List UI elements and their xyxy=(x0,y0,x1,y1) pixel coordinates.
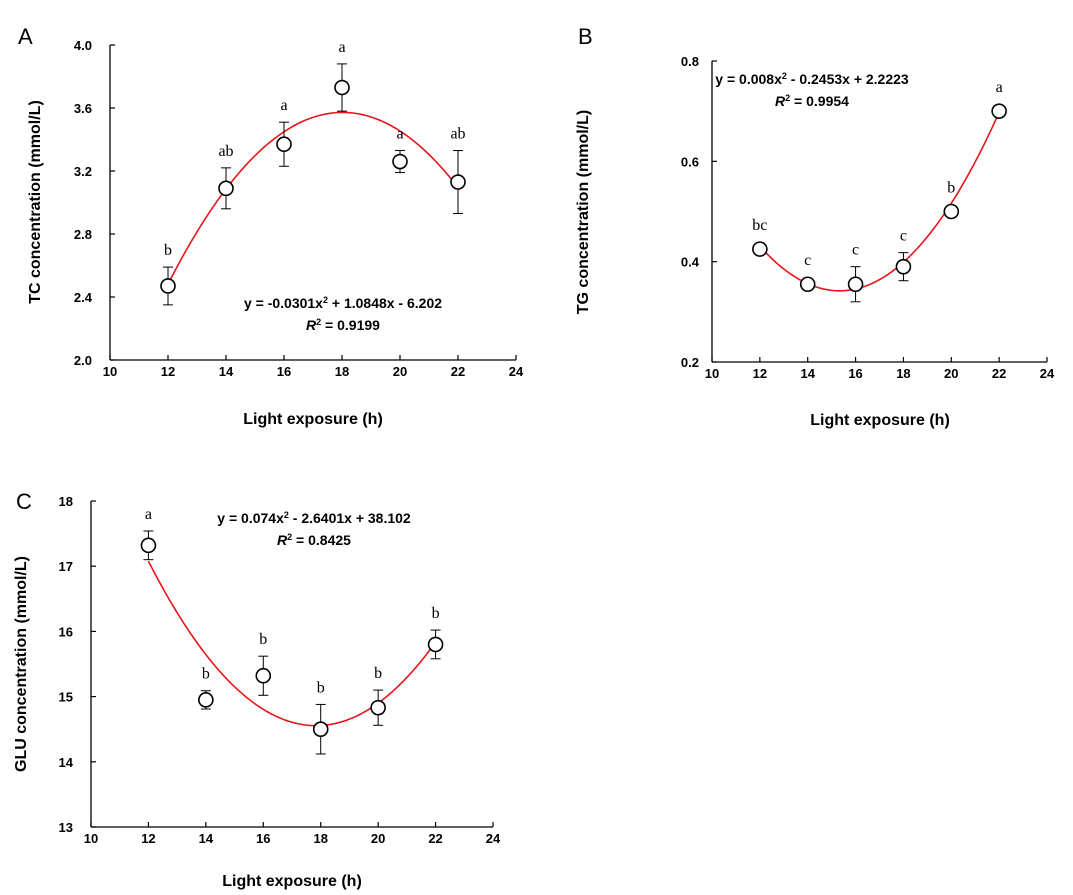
significance-letter: a xyxy=(145,506,152,523)
y-tick-label: 3.6 xyxy=(74,101,92,116)
significance-letter: a xyxy=(280,97,287,114)
significance-letter: b xyxy=(164,242,172,259)
data-point xyxy=(392,153,408,170)
panel-letter: A xyxy=(18,24,33,49)
significance-letter: c xyxy=(900,228,907,245)
significance-letter: b xyxy=(432,605,440,622)
x-tick-label: 16 xyxy=(848,366,862,381)
y-tick-label: 4.0 xyxy=(74,38,92,53)
y-tick-label: 18 xyxy=(59,494,73,509)
x-tick-label: 16 xyxy=(277,364,291,379)
significance-letter: b xyxy=(317,679,325,696)
panel-letter: B xyxy=(578,24,593,49)
data-point xyxy=(218,180,234,197)
x-tick-label: 24 xyxy=(1040,366,1055,381)
r-squared-label: R2 = 0.8425 xyxy=(277,532,351,548)
y-tick-label: 2.8 xyxy=(74,227,92,242)
data-point xyxy=(991,103,1007,119)
chart-panel-c: C 10 12 14 16 18 20 22 24 13 14 15 16 17 18 Light expos… xyxy=(13,489,501,890)
x-tick-label: 12 xyxy=(161,364,175,379)
fit-curve xyxy=(759,111,1000,292)
y-axis-title: GLU concentration (mmol/L) xyxy=(13,556,30,772)
data-point xyxy=(312,721,329,738)
data-point xyxy=(255,667,272,684)
y-tick-label: 2.0 xyxy=(74,353,92,368)
x-tick-label: 14 xyxy=(199,831,214,846)
data-point xyxy=(276,136,292,153)
data-point xyxy=(160,278,176,294)
x-tick-label: 10 xyxy=(84,831,98,846)
x-tick-label: 22 xyxy=(992,366,1006,381)
panel-letter: C xyxy=(16,489,32,514)
y-tick-label: 0.2 xyxy=(681,355,699,370)
x-tick-label: 24 xyxy=(486,831,501,846)
data-point xyxy=(427,636,444,653)
y-tick-label: 0.8 xyxy=(681,54,699,69)
significance-letter: c xyxy=(804,252,811,269)
x-tick-label: 14 xyxy=(800,366,815,381)
y-tick-label: 13 xyxy=(59,820,73,835)
significance-letter: ab xyxy=(218,143,233,160)
r-squared-label: R2 = 0.9954 xyxy=(775,93,849,109)
significance-letter: b xyxy=(374,665,382,682)
x-tick-label: 10 xyxy=(103,364,117,379)
y-axis-title: TG concentration (mmol/L) xyxy=(575,110,592,314)
data-point xyxy=(140,537,157,554)
significance-letter: b xyxy=(947,180,955,197)
data-point xyxy=(370,699,386,716)
x-tick-label: 18 xyxy=(896,366,910,381)
y-tick-label: 17 xyxy=(59,559,73,574)
data-point xyxy=(198,692,214,708)
regression-equation: y = 0.074x2 - 2.6401x + 38.102 xyxy=(217,510,411,526)
data-point xyxy=(752,241,768,257)
x-tick-label: 14 xyxy=(219,364,234,379)
x-tick-label: 22 xyxy=(428,831,442,846)
chart-panel-a: A 10 12 14 16 18 20 22 24 2.0 2.4 2.8 3.2 3.6 4.0 Light… xyxy=(18,24,524,428)
significance-letter: a xyxy=(996,79,1003,96)
y-tick-label: 14 xyxy=(59,755,74,770)
y-tick-label: 16 xyxy=(59,624,73,639)
x-tick-label: 12 xyxy=(753,366,767,381)
x-axis-title: Light exposure (h) xyxy=(222,873,362,890)
x-tick-label: 10 xyxy=(705,366,719,381)
x-tick-label: 12 xyxy=(141,831,155,846)
significance-letter: b xyxy=(202,666,210,683)
y-axis-title: TC concentration (mmol/L) xyxy=(27,100,44,304)
data-point xyxy=(895,258,912,275)
x-tick-label: 24 xyxy=(509,364,524,379)
x-tick-label: 18 xyxy=(313,831,327,846)
r-squared-label: R2 = 0.9199 xyxy=(306,317,380,333)
regression-equation: y = -0.0301x2 + 1.0848x - 6.202 xyxy=(244,295,442,311)
fit-curve xyxy=(147,560,437,727)
fit-curve xyxy=(167,111,459,285)
significance-letter: c xyxy=(852,242,859,259)
x-tick-label: 22 xyxy=(451,364,465,379)
chart-panel-b: B 10 12 14 16 18 20 22 24 0.2 0.4 0.6 0.8 Light expos… xyxy=(575,24,1055,429)
data-point xyxy=(450,174,466,190)
significance-letter: a xyxy=(396,126,403,143)
data-point xyxy=(943,203,960,220)
significance-letter: bc xyxy=(752,217,767,234)
significance-letter: ab xyxy=(450,126,465,143)
x-axis-title: Light exposure (h) xyxy=(810,412,950,429)
data-point xyxy=(799,276,816,293)
x-tick-label: 20 xyxy=(393,364,407,379)
x-tick-label: 20 xyxy=(944,366,958,381)
x-tick-label: 18 xyxy=(335,364,349,379)
x-tick-label: 20 xyxy=(371,831,385,846)
significance-letter: b xyxy=(259,631,267,648)
y-tick-label: 2.4 xyxy=(74,290,93,305)
y-tick-label: 0.4 xyxy=(681,255,700,270)
x-axis-title: Light exposure (h) xyxy=(243,411,383,428)
regression-equation: y = 0.008x2 - 0.2453x + 2.2223 xyxy=(715,71,909,87)
y-tick-label: 3.2 xyxy=(74,164,92,179)
significance-letter: a xyxy=(338,39,345,56)
data-point xyxy=(847,276,864,293)
x-tick-label: 16 xyxy=(256,831,270,846)
y-tick-label: 15 xyxy=(59,690,73,705)
data-point xyxy=(334,79,350,96)
y-tick-label: 0.6 xyxy=(681,154,699,169)
